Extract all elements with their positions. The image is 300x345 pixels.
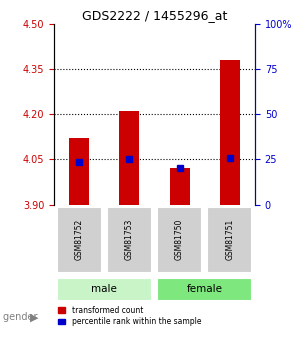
FancyBboxPatch shape [56,278,152,301]
FancyBboxPatch shape [56,207,102,273]
Text: ▶: ▶ [30,313,38,322]
FancyBboxPatch shape [207,207,253,273]
Text: GSM81753: GSM81753 [125,218,134,260]
Bar [119,111,140,205]
Text: male: male [91,284,117,294]
Text: GSM81752: GSM81752 [75,219,84,260]
Text: female: female [187,284,223,294]
Bar [69,138,89,205]
FancyBboxPatch shape [157,278,253,301]
Title: GDS2222 / 1455296_at: GDS2222 / 1455296_at [82,9,227,22]
Bar [220,60,240,205]
Text: GSM81751: GSM81751 [225,219,234,260]
FancyBboxPatch shape [157,207,202,273]
Text: GSM81750: GSM81750 [175,218,184,260]
FancyBboxPatch shape [107,207,152,273]
Legend: transformed count, percentile rank within the sample: transformed count, percentile rank withi… [58,306,201,326]
Bar [169,168,190,205]
Text: gender: gender [3,313,40,322]
